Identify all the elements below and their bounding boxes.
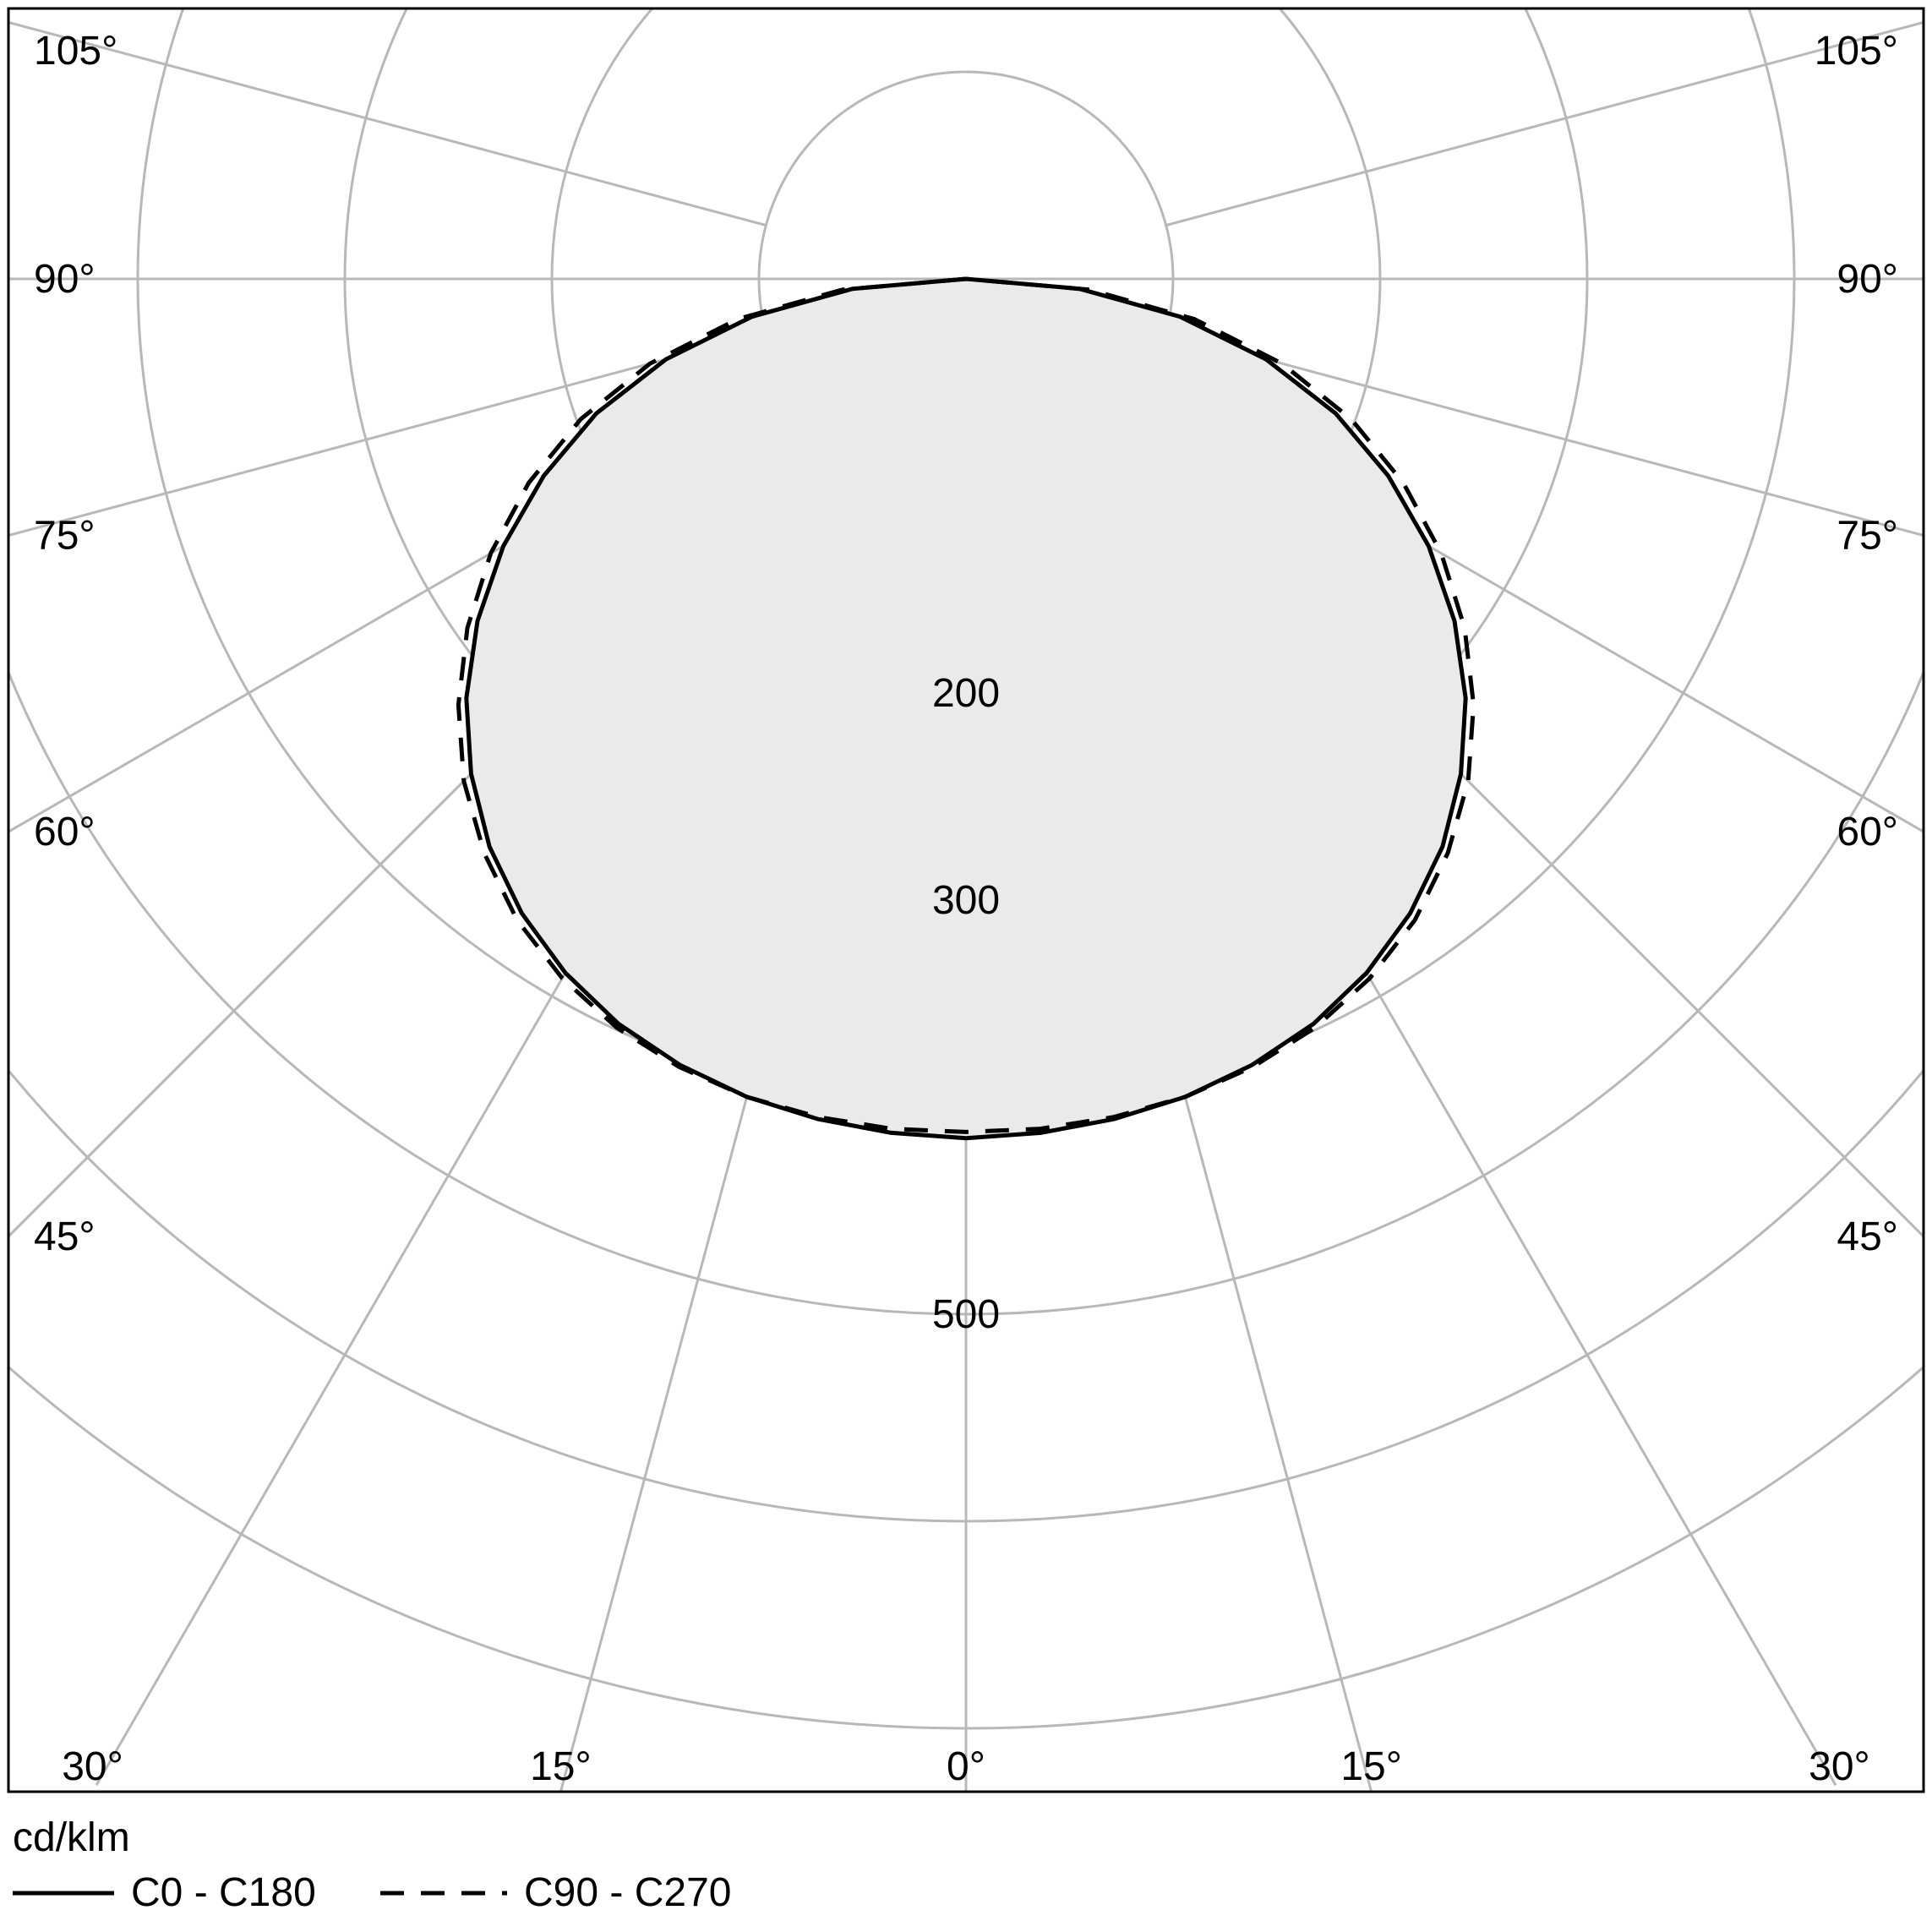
- angle-label-bottom: 30°: [62, 1744, 123, 1789]
- angle-label-right: 60°: [1836, 810, 1898, 854]
- angle-label-left: 75°: [34, 514, 96, 559]
- angle-label-bottom: 30°: [1809, 1744, 1870, 1789]
- angle-label-bottom: 0°: [947, 1744, 985, 1789]
- angle-label-left: 45°: [34, 1214, 96, 1259]
- unit-label: cd/klm: [13, 1815, 130, 1860]
- polar-chart: 200 300 500 105° 105° 90° 90° 75° 75° 60° 60° 45° 45…: [0, 0, 1932, 1932]
- ring-label: 500: [932, 1292, 1000, 1337]
- ring-label: 200: [932, 671, 1000, 716]
- ring-label: 300: [932, 878, 1000, 923]
- angle-label-right: 45°: [1836, 1214, 1898, 1259]
- angle-label-right: 105°: [1815, 29, 1898, 74]
- legend-series2: C90 - C270: [524, 1870, 731, 1915]
- angle-label-right: 90°: [1836, 257, 1898, 302]
- legend-series1: C0 - C180: [131, 1870, 316, 1915]
- angle-label-left: 105°: [34, 29, 117, 74]
- angle-label-left: 60°: [34, 810, 96, 854]
- angle-label-bottom: 15°: [530, 1744, 592, 1789]
- angle-label-bottom: 15°: [1340, 1744, 1402, 1789]
- angle-label-left: 90°: [34, 257, 96, 302]
- angle-label-right: 75°: [1836, 514, 1898, 559]
